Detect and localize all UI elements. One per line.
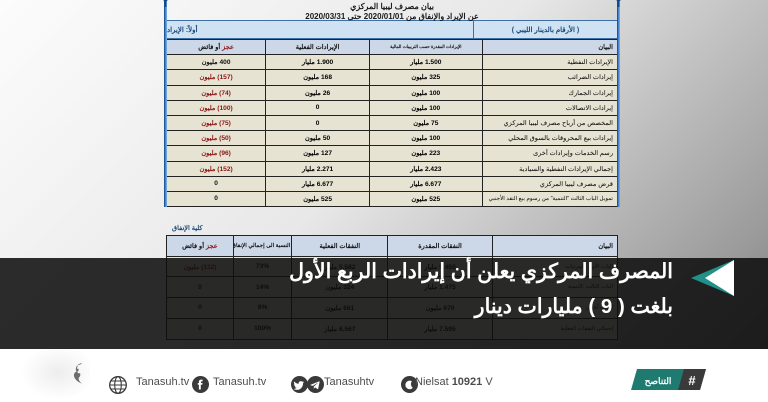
- svg-text:التناصح: التناصح: [645, 376, 672, 387]
- svg-text:#: #: [688, 373, 696, 388]
